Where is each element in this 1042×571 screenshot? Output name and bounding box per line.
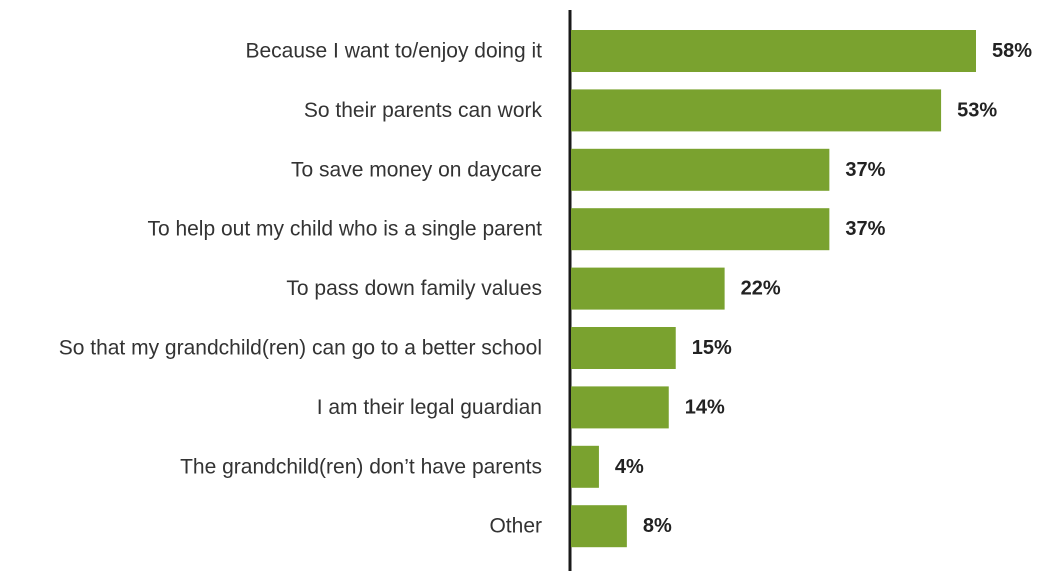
data-label: 22% (741, 278, 781, 300)
bar (571, 30, 976, 72)
category-label: To help out my child who is a single par… (147, 218, 542, 241)
data-label: 14% (685, 396, 725, 418)
bar (571, 208, 830, 251)
category-label: Because I want to/enjoy doing it (245, 40, 542, 63)
data-label: 8% (643, 515, 672, 537)
category-label: To pass down family values (286, 277, 542, 300)
bar (571, 148, 830, 191)
data-label: 53% (957, 99, 997, 121)
data-label: 37% (845, 159, 885, 181)
data-label: 37% (845, 218, 885, 240)
category-label: So that my grandchild(ren) can go to a b… (59, 337, 542, 360)
category-label: I am their legal guardian (317, 396, 542, 419)
bar (571, 386, 669, 429)
category-label: To save money on daycare (291, 158, 542, 181)
bar (571, 445, 599, 488)
bar (571, 505, 627, 548)
bar (571, 89, 942, 132)
bar (571, 327, 676, 369)
category-label: The grandchild(ren) don’t have parents (180, 455, 542, 478)
data-label: 4% (615, 456, 644, 478)
bar (571, 267, 725, 310)
category-label: So their parents can work (304, 99, 543, 122)
category-label: Other (489, 515, 542, 538)
data-label: 58% (992, 40, 1032, 62)
data-label: 15% (692, 337, 732, 359)
